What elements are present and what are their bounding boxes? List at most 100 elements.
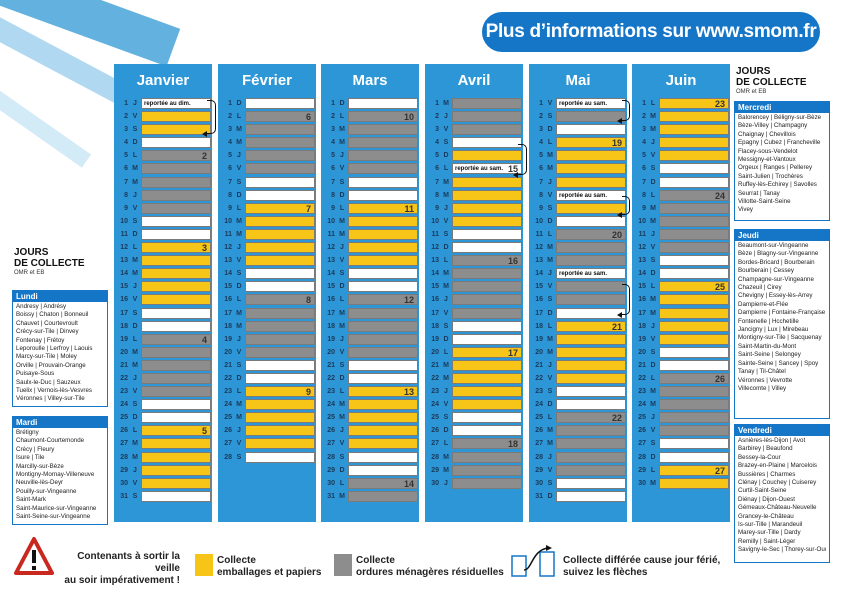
info-banner[interactable]: Plus d’informations sur www.smom.fr xyxy=(482,12,820,52)
week-number: 8 xyxy=(305,295,311,306)
box-lundi: Lundi Andresy | Andrésy Boissy | Chaton | … xyxy=(12,290,108,407)
day-cell xyxy=(556,281,626,293)
day-cell xyxy=(141,111,211,123)
day-number: 4 xyxy=(435,139,439,147)
day-cell xyxy=(556,438,626,450)
day-letter: D xyxy=(132,230,138,238)
day-letter: M xyxy=(236,126,242,134)
day-letter: V xyxy=(132,479,138,487)
commune-line: Chazeuil | Cirey xyxy=(738,284,782,292)
week-number: 21 xyxy=(611,321,622,332)
day-row: 20 V xyxy=(223,346,315,359)
week-number: 6 xyxy=(305,112,311,123)
day-cell xyxy=(348,228,418,240)
day-letter: S xyxy=(547,296,553,304)
day-letter: J xyxy=(237,335,241,343)
day-letter: D xyxy=(650,270,656,278)
day-letter: L xyxy=(132,244,138,252)
deferral-note: reportée au sam. xyxy=(455,166,504,173)
day-letter: V xyxy=(650,427,656,435)
day-number: 8 xyxy=(539,191,543,199)
day-number: 8 xyxy=(228,191,232,199)
day-letter: V xyxy=(339,440,345,448)
day-letter: L xyxy=(339,388,345,396)
commune-line: Beaumont-sur-Vingeanne xyxy=(738,242,809,249)
box-mercredi: Mercredi Balorencey | Béligny-sur-Bèze Bèz… xyxy=(734,101,830,221)
week-number: 20 xyxy=(611,229,622,240)
day-letter: J xyxy=(444,388,448,396)
day-row: 14 S xyxy=(223,267,315,280)
day-letter: M xyxy=(547,165,553,173)
day-row: 30 L 14 xyxy=(326,477,418,490)
day-number: 5 xyxy=(331,152,335,160)
day-number: 15 xyxy=(535,283,543,291)
day-number: 20 xyxy=(638,348,646,356)
day-number: 26 xyxy=(638,427,646,435)
day-cell xyxy=(245,333,315,345)
day-letter: J xyxy=(444,479,448,487)
day-letter: V xyxy=(650,335,656,343)
commune-line: Jancigny | Lux | Mirebeau xyxy=(738,326,809,334)
day-letter: V xyxy=(547,100,553,107)
day-letter: L xyxy=(443,348,449,356)
week-number: 2 xyxy=(201,151,207,162)
day-letter: M xyxy=(132,348,138,356)
day-letter: V xyxy=(547,283,553,291)
day-cell xyxy=(348,307,418,319)
commune-line: Grancey-le-Château xyxy=(738,512,794,520)
day-number: 8 xyxy=(642,191,646,199)
day-number: 31 xyxy=(327,492,335,500)
day-number: 5 xyxy=(642,152,646,160)
day-letter: D xyxy=(339,466,345,474)
day-letter: M xyxy=(132,257,138,265)
week-number: 13 xyxy=(403,387,414,398)
day-row: 4 L 19 xyxy=(534,136,626,149)
day-number: 12 xyxy=(638,244,646,252)
day-cell xyxy=(348,268,418,280)
commune-line: Clénay | Couchey | Cuiserey xyxy=(738,479,817,487)
day-number: 4 xyxy=(331,139,335,147)
day-letter: D xyxy=(132,414,138,422)
day-row: 11 M xyxy=(223,228,315,241)
commune-line: Véronnes | Villey-sur-Tile xyxy=(16,395,85,403)
day-letter: J xyxy=(444,204,448,212)
day-row: 24 S xyxy=(119,398,211,411)
commune-line: Tuelix | Vernois-lès-Vesvres xyxy=(16,387,92,395)
day-letter: M xyxy=(547,335,553,343)
day-letter: D xyxy=(236,374,242,382)
day-letter: M xyxy=(650,296,656,304)
day-letter: M xyxy=(339,492,345,500)
week-number: 17 xyxy=(507,347,518,358)
day-row: 27 S xyxy=(637,437,729,450)
day-cell xyxy=(556,202,626,214)
commune-line: Ruffey-lès-Echirey | Savolles xyxy=(738,181,817,189)
day-cell xyxy=(245,307,315,319)
day-letter: S xyxy=(443,230,449,238)
day-number: 21 xyxy=(535,361,543,369)
deferral-note: reportée au sam. xyxy=(559,192,608,199)
day-letter: M xyxy=(443,374,449,382)
commune-line: Bessey-la-Cour xyxy=(738,453,781,461)
day-letter: J xyxy=(548,270,552,278)
day-cell xyxy=(556,307,626,319)
day-cell: 3 xyxy=(141,242,211,254)
day-cell xyxy=(245,163,315,175)
day-row: 30 J xyxy=(430,477,522,490)
day-row: 15 J xyxy=(119,280,211,293)
day-cell xyxy=(659,294,729,306)
day-number: 29 xyxy=(431,466,439,474)
week-number: 27 xyxy=(714,465,725,476)
day-number: 28 xyxy=(224,453,232,461)
day-number: 23 xyxy=(327,388,335,396)
day-cell xyxy=(452,228,522,240)
day-cell xyxy=(141,228,211,240)
day-letter: V xyxy=(650,244,656,252)
